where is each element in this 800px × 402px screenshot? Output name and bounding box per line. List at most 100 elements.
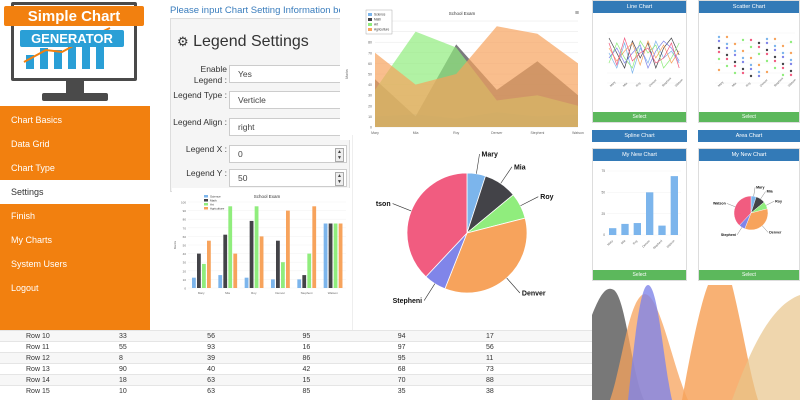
new-pie-chart-select-button[interactable]: Select bbox=[699, 270, 799, 280]
scatter-point bbox=[749, 56, 753, 60]
table-cell[interactable]: 94 bbox=[371, 330, 460, 342]
new-pie-chart-card[interactable]: My New Chart Mary Mia Roy Denver Stepheni Wat… bbox=[698, 148, 800, 281]
table-cell[interactable]: 56 bbox=[460, 341, 592, 353]
scatter-point bbox=[733, 42, 737, 46]
row-label[interactable]: Row 11 bbox=[0, 341, 93, 353]
table-cell[interactable]: 90 bbox=[92, 363, 182, 375]
row-label[interactable]: Row 10 bbox=[0, 330, 93, 342]
table-cell[interactable]: 15 bbox=[276, 374, 372, 386]
y-tick-label: 10 bbox=[183, 278, 187, 282]
logo: Simple Chart GENERATOR bbox=[0, 0, 150, 106]
bar-agriculture bbox=[312, 206, 317, 288]
new-bar-chart-card[interactable]: My New Chart 0 25 50 75 Mary Mia Roy Denver Step… bbox=[592, 148, 687, 281]
table-cell[interactable]: 38 bbox=[460, 385, 592, 396]
table-cell[interactable]: 18 bbox=[92, 374, 182, 386]
scatter-point bbox=[757, 70, 761, 74]
line-chart-select-button[interactable]: Select bbox=[593, 112, 686, 122]
legend-swatch bbox=[368, 18, 372, 21]
bar-agriculture bbox=[233, 253, 238, 288]
legend-y-input[interactable]: 50 ▲ ▼ bbox=[229, 169, 347, 187]
legend-x-input[interactable]: 0 ▲ ▼ bbox=[229, 145, 347, 163]
legend-label: Math bbox=[210, 198, 217, 202]
sidebar-item-data-grid[interactable]: Data Grid bbox=[11, 139, 50, 149]
mini-bar bbox=[621, 223, 629, 235]
sidebar-item-logout[interactable]: Logout bbox=[11, 283, 39, 293]
sidebar-item-finish[interactable]: Finish bbox=[11, 211, 36, 221]
table-cell[interactable]: 8 bbox=[92, 352, 182, 364]
legend-swatch bbox=[204, 195, 208, 198]
enable-legend-select[interactable]: Yes bbox=[229, 65, 347, 83]
scatter-point bbox=[741, 56, 745, 60]
table-cell[interactable]: 63 bbox=[181, 374, 277, 386]
table-cell[interactable]: 85 bbox=[276, 385, 372, 396]
area-chart-card-header[interactable]: Area Chart bbox=[698, 130, 800, 142]
y-tick-label: 30 bbox=[183, 261, 187, 265]
panel-title: ⚙ Legend Settings bbox=[177, 33, 309, 51]
table-cell[interactable]: 95 bbox=[371, 352, 460, 364]
table-cell[interactable]: 88 bbox=[460, 374, 592, 386]
sidebar-item-my-charts[interactable]: My Charts bbox=[11, 235, 53, 245]
x-tick-label: Roy bbox=[453, 131, 459, 135]
legend-x-stepper[interactable]: ▲ ▼ bbox=[335, 148, 344, 162]
table-cell[interactable]: 40 bbox=[181, 363, 277, 375]
mini-pie-label: Stepheni bbox=[721, 233, 736, 237]
sidebar-item-settings[interactable]: Settings bbox=[0, 180, 150, 204]
bar-art bbox=[228, 206, 233, 288]
new-bar-chart-select-button[interactable]: Select bbox=[593, 270, 686, 280]
table-cell[interactable]: 70 bbox=[371, 374, 460, 386]
table-cell[interactable]: 10 bbox=[92, 385, 182, 396]
legend-label: Art bbox=[210, 202, 214, 206]
sidebar-item-chart-type[interactable]: Chart Type bbox=[11, 163, 55, 173]
mini-pie-connector bbox=[760, 191, 766, 200]
scatter-chart-select-button[interactable]: Select bbox=[699, 112, 799, 122]
sidebar-item-chart-basics[interactable]: Chart Basics bbox=[11, 115, 63, 125]
table-cell[interactable]: 68 bbox=[371, 363, 460, 375]
y-tick-label: 70 bbox=[368, 51, 372, 55]
sidebar-item-system-users[interactable]: System Users bbox=[11, 259, 68, 269]
row-label[interactable]: Row 12 bbox=[0, 352, 93, 364]
table-cell[interactable]: 35 bbox=[371, 385, 460, 396]
legend-type-select[interactable]: Verticle bbox=[229, 91, 347, 109]
table-cell[interactable]: 93 bbox=[181, 341, 277, 353]
x-tick-label: Mary bbox=[198, 291, 205, 295]
y-tick-label: 25 bbox=[601, 212, 605, 216]
scatter-point bbox=[773, 59, 777, 63]
legend-align-select[interactable]: right bbox=[229, 118, 347, 136]
scatter-point bbox=[725, 53, 729, 57]
table-cell[interactable]: 95 bbox=[276, 330, 372, 342]
table-cell[interactable]: 86 bbox=[276, 352, 372, 364]
legend-y-stepper[interactable]: ▲ ▼ bbox=[335, 172, 344, 186]
pie-connector bbox=[506, 277, 521, 294]
area-series-agriculture bbox=[375, 26, 578, 127]
spline-chart-card-header[interactable]: Spline Chart bbox=[592, 130, 687, 142]
scatter-point bbox=[789, 73, 793, 77]
scatter-point bbox=[717, 46, 721, 50]
legend-type-label: Legend Type : bbox=[173, 90, 227, 100]
logo-line1: Simple Chart bbox=[28, 8, 121, 25]
bar-art bbox=[254, 206, 259, 288]
table-cell[interactable]: 17 bbox=[460, 330, 592, 342]
table-cell[interactable]: 97 bbox=[371, 341, 460, 353]
row-label[interactable]: Row 15 bbox=[0, 385, 93, 396]
table-cell[interactable]: 56 bbox=[181, 330, 277, 342]
data-grid-table: Row 10 33 56 95 94 17 Row 11 55 93 16 97 56 Row 12 8 3… bbox=[0, 330, 592, 396]
table-cell[interactable]: 39 bbox=[181, 352, 277, 364]
table-cell[interactable]: 16 bbox=[276, 341, 372, 353]
scatter-chart-card[interactable]: Scatter Chart Mary Mia Roy Denver Stepheni Wa… bbox=[698, 0, 800, 123]
scatter-chart-thumbnail: Mary Mia Roy Denver Stepheni Watson bbox=[715, 32, 797, 88]
line-chart-card[interactable]: Line Chart Mary Mia Roy Denver Stepheni Watso… bbox=[592, 0, 687, 123]
row-label[interactable]: Row 14 bbox=[0, 374, 93, 386]
logo-line2: GENERATOR bbox=[31, 31, 113, 46]
table-cell[interactable]: 33 bbox=[92, 330, 182, 342]
table-cell[interactable]: 55 bbox=[92, 341, 182, 353]
row-label[interactable]: Row 13 bbox=[0, 363, 93, 375]
scatter-point bbox=[765, 59, 769, 63]
scatter-point bbox=[741, 60, 745, 64]
table-cell[interactable]: 63 bbox=[181, 385, 277, 396]
table-cell[interactable]: 73 bbox=[460, 363, 592, 375]
table-cell[interactable]: 11 bbox=[460, 352, 592, 364]
table-cell[interactable]: 42 bbox=[276, 363, 372, 375]
scatter-point bbox=[757, 74, 761, 78]
y-tick-label: 60 bbox=[183, 235, 187, 239]
table-row: Row 12 8 39 86 95 11 bbox=[0, 352, 592, 364]
